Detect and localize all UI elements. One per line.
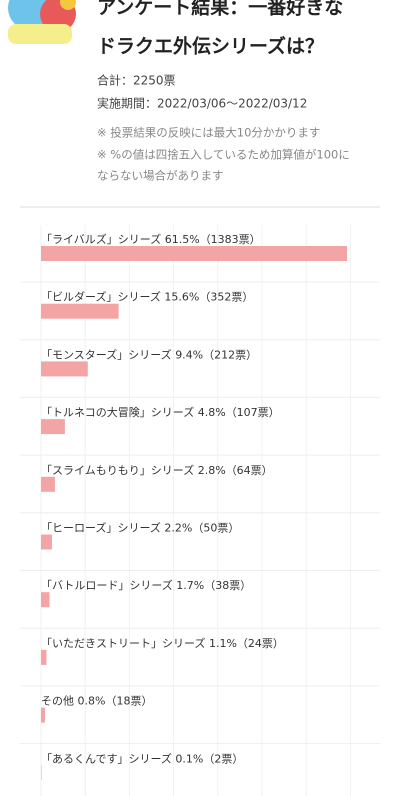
category: 「いただきストリート」シリーズ [41, 636, 205, 650]
bar [41, 534, 52, 550]
bar [41, 707, 45, 723]
percent: 61.5% [165, 233, 200, 246]
total: 合計：2250票 [97, 73, 176, 88]
percent: 9.4% [175, 348, 203, 361]
bar [41, 592, 50, 608]
bar-label: その他 0.8%（18票） [41, 695, 152, 708]
votes: （1383票） [200, 233, 261, 246]
bar-label: 「いただきストリート」シリーズ 1.1%（24票） [41, 636, 284, 650]
category: 「ビルダーズ」シリーズ [41, 290, 161, 304]
bar-label: 「あるくんです」シリーズ 0.1%（2票） [41, 751, 243, 765]
bar [41, 361, 88, 377]
category: 「ライバルズ」シリーズ [41, 232, 161, 246]
percent: 1.1% [209, 637, 237, 650]
votes: （107票） [226, 406, 280, 419]
bar [41, 419, 65, 435]
votes: （64票） [226, 464, 273, 477]
votes: （18票） [105, 695, 152, 708]
percent: 4.8% [198, 406, 226, 419]
note: ならない場合があります [97, 169, 224, 183]
category: 「バトルロード」シリーズ [41, 578, 173, 592]
percent: 2.2% [164, 522, 192, 535]
bar-label: 「トルネコの大冒険」シリーズ 4.8%（107票） [41, 405, 280, 419]
grid [40, 225, 351, 796]
avatar [8, 0, 76, 44]
percent: 0.1% [175, 752, 203, 765]
votes: （24票） [237, 637, 284, 650]
category: 「スライムもりもり」シリーズ [41, 463, 194, 477]
note: ※ %の値は四捨五入しているため加算値が100に [97, 148, 350, 162]
votes: （2票） [203, 752, 243, 765]
votes: （38票） [204, 579, 251, 592]
title-line: ドラクエ外伝シリーズは？ [97, 35, 324, 58]
category: その他 [41, 695, 74, 708]
bar [41, 246, 347, 261]
percent: 2.8% [198, 464, 226, 477]
category: 「あるくんです」シリーズ [41, 751, 172, 765]
bar-label: 「モンスターズ」シリーズ 9.4%（212票） [41, 347, 257, 361]
category: 「ヒーローズ」シリーズ [41, 521, 161, 535]
votes: （50票） [192, 522, 239, 535]
bar [41, 649, 47, 665]
period: 実施期間：2022/03/06〜2022/03/12 [97, 96, 307, 111]
bar-label: 「ヒーローズ」シリーズ 2.2%（50票） [41, 521, 239, 535]
category: 「モンスターズ」シリーズ [41, 347, 172, 361]
percent: 0.8% [78, 695, 106, 708]
percent: 15.6% [164, 291, 199, 304]
bar-label: 「スライムもりもり」シリーズ 2.8%（64票） [41, 463, 273, 477]
bar-label: 「ライバルズ」シリーズ 61.5%（1383票） [41, 232, 261, 246]
note: ※ 投票結果の反映には最大10分かかります [97, 126, 320, 140]
bar [41, 303, 119, 319]
votes: （212票） [203, 348, 257, 361]
bar [41, 476, 55, 492]
category: 「トルネコの大冒険」シリーズ [41, 405, 194, 419]
bar-label: 「ビルダーズ」シリーズ 15.6%（352票） [41, 290, 253, 304]
bar-label: 「バトルロード」シリーズ 1.7%（38票） [41, 578, 251, 592]
percent: 1.7% [176, 579, 204, 592]
votes: （352票） [199, 291, 253, 304]
title-line: アンケート結果：一番好きな [97, 0, 343, 19]
